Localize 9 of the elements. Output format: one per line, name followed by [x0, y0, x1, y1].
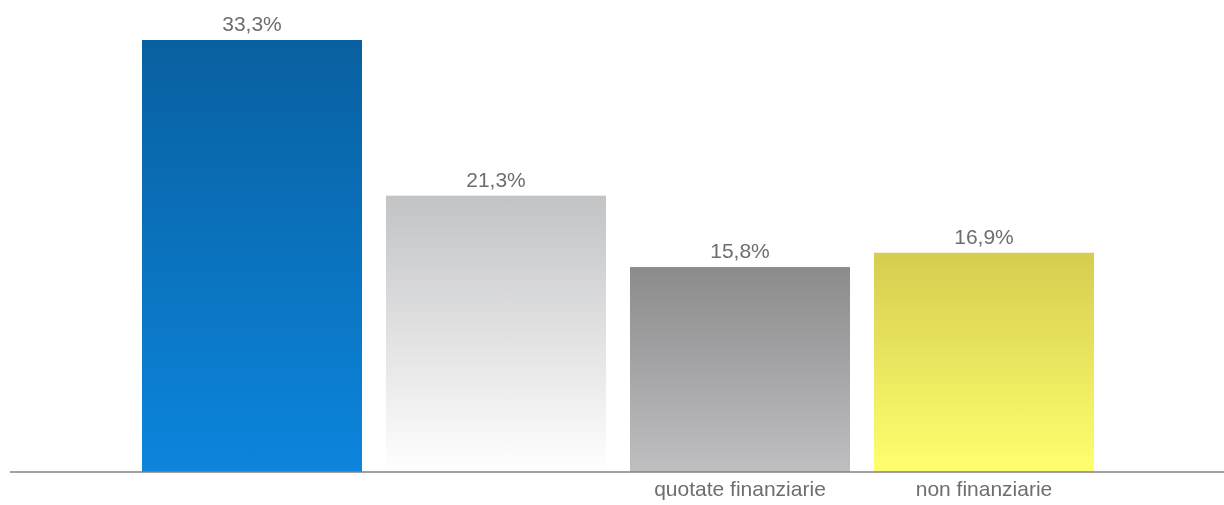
x-tick-label: quotate finanziarie: [654, 477, 826, 500]
data-label: 33,3%: [222, 12, 282, 35]
data-label: 16,9%: [954, 224, 1014, 248]
data-label: 21,3%: [466, 167, 526, 191]
x-tick-label: non finanziarie: [915, 477, 1053, 500]
data-label: 15,8%: [710, 239, 770, 263]
bar: [142, 40, 362, 472]
bar: [630, 267, 850, 472]
bar: [874, 252, 1094, 472]
